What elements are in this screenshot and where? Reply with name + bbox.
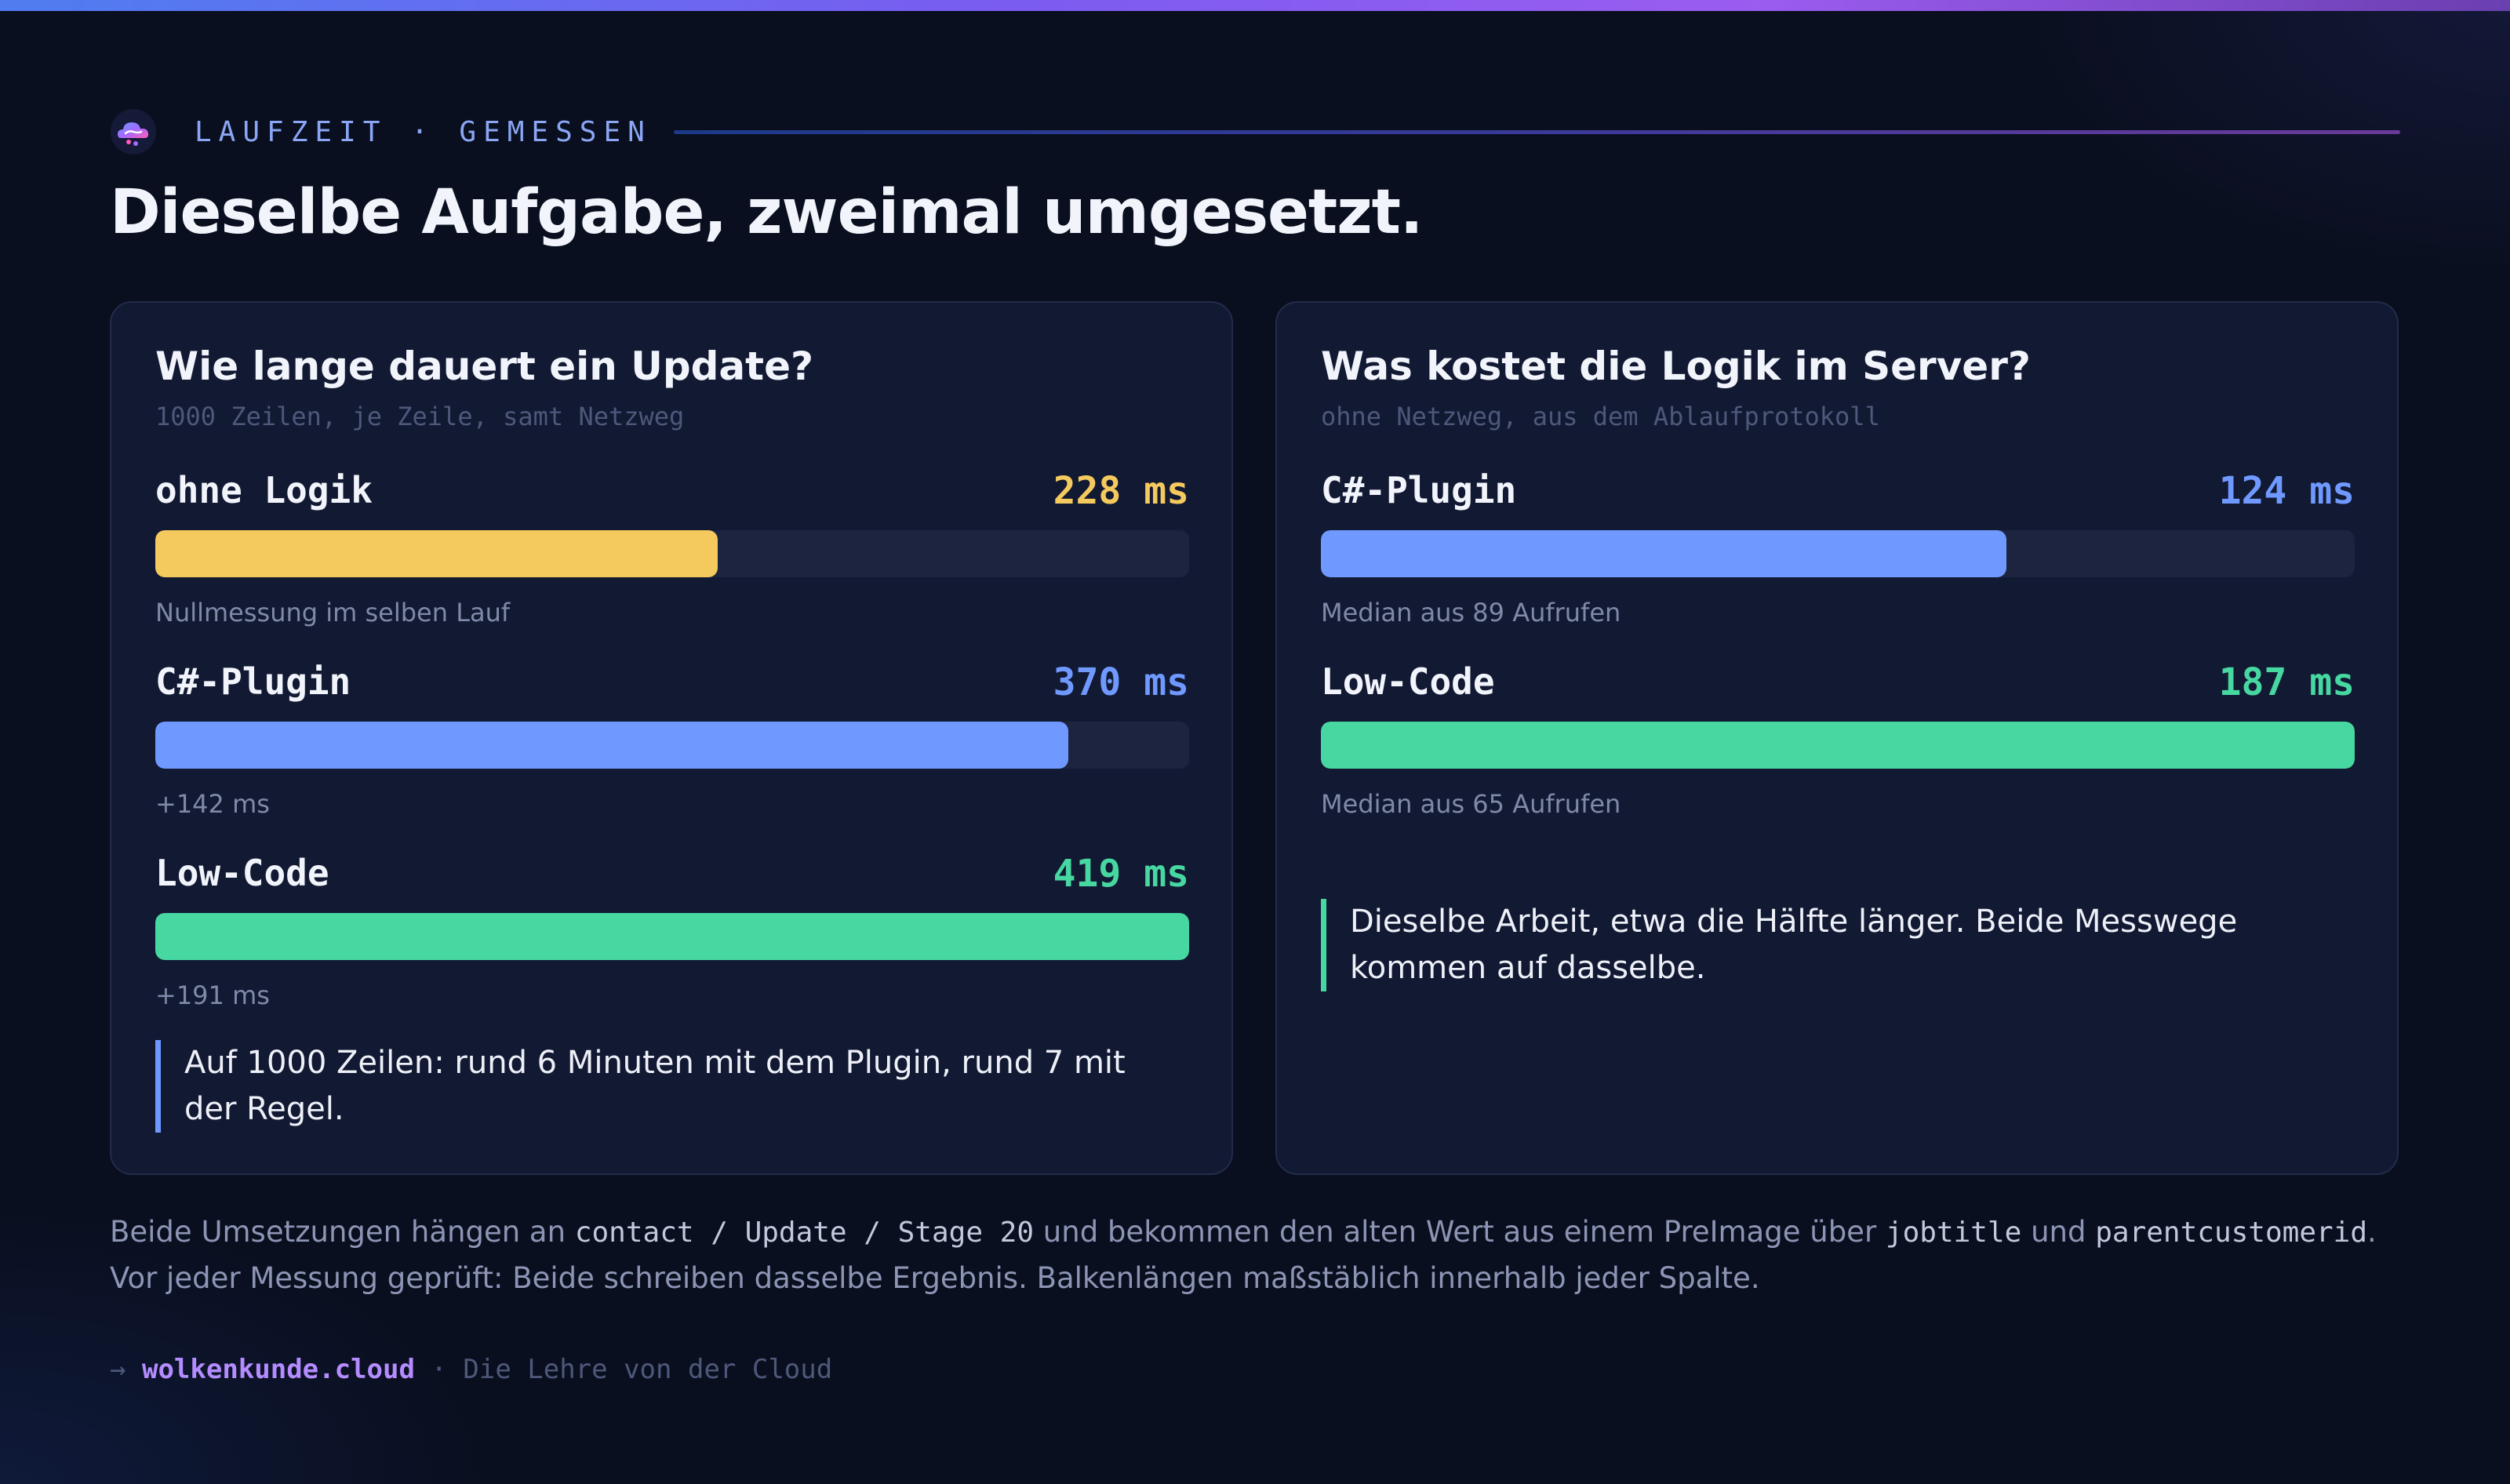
bar-label: Low-Code (155, 852, 329, 894)
bar-lowcode (1321, 722, 2355, 769)
eyebrow: LAUFZEIT · GEMESSEN (110, 108, 2400, 155)
bar-track (1321, 722, 2355, 769)
footnote-text: . (2367, 1215, 2377, 1249)
bar-label: ohne Logik (155, 469, 373, 511)
bar-note: Nullmessung im selben Lauf (155, 598, 511, 627)
bar-value-label: 370 ms (1053, 660, 1189, 704)
bar-note: Median aus 65 Aufrufen (1321, 789, 1621, 819)
chart-subtitle: ohne Netzweg, aus dem Ablaufprotokoll (1321, 402, 1880, 431)
bar-plugin (155, 722, 1068, 769)
bar-note: +142 ms (155, 789, 270, 819)
footnote-code-field: jobtitle (1885, 1217, 2022, 1249)
bar-row-baseline: ohne Logik 228 ms Nullmessung im selben … (155, 469, 1189, 627)
bar-value-label: 419 ms (1053, 852, 1189, 896)
footnote-code-field: parentcustomerid (2095, 1217, 2368, 1249)
footnote-text: und (2021, 1215, 2096, 1249)
footnote-code-trigger: contact / Update / Stage 20 (574, 1217, 1035, 1249)
bar-track (155, 913, 1189, 960)
chart-callout: Auf 1000 Zeilen: rund 6 Minuten mit dem … (155, 1040, 1151, 1133)
footnote: Beide Umsetzungen hängen an contact / Up… (110, 1209, 2416, 1301)
bar-row-lowcode: Low-Code 419 ms +191 ms (155, 852, 1189, 1010)
footnote-text: und bekommen den alten Wert aus einem Pr… (1034, 1215, 1886, 1249)
brand-tagline: · Die Lehre von der Cloud (431, 1354, 833, 1385)
bar-baseline (155, 530, 718, 577)
chart-title: Wie lange dauert ein Update? (155, 344, 813, 389)
bar-row-lowcode: Low-Code 187 ms Median aus 65 Aufrufen (1321, 660, 2355, 819)
bar-note: Median aus 89 Aufrufen (1321, 598, 1621, 627)
bar-row-plugin: C#-Plugin 370 ms +142 ms (155, 660, 1189, 819)
bar-label: Low-Code (1321, 660, 1495, 703)
chart-subtitle: 1000 Zeilen, je Zeile, samt Netzweg (155, 402, 685, 431)
brand-footer: → wolkenkunde.cloud · Die Lehre von der … (110, 1354, 832, 1385)
chart-card-update-duration: Wie lange dauert ein Update? 1000 Zeilen… (110, 301, 1233, 1175)
chart-title: Was kostet die Logik im Server? (1321, 344, 2031, 389)
bar-label: C#-Plugin (1321, 469, 1517, 511)
bar-label: C#-Plugin (155, 660, 351, 703)
top-accent-bar (0, 0, 2510, 11)
chart-card-server-cost: Was kostet die Logik im Server? ohne Net… (1275, 301, 2399, 1175)
brand-link[interactable]: wolkenkunde.cloud (141, 1354, 415, 1385)
bar-row-plugin: C#-Plugin 124 ms Median aus 89 Aufrufen (1321, 469, 2355, 627)
bar-value-label: 187 ms (2218, 660, 2355, 704)
bar-note: +191 ms (155, 980, 270, 1010)
cloud-logo-icon (111, 109, 156, 155)
bar-track (155, 530, 1189, 577)
bar-value-label: 228 ms (1053, 469, 1189, 513)
arrow-right-icon: → (110, 1354, 126, 1385)
bar-track (155, 722, 1189, 769)
bar-value-label: 124 ms (2218, 469, 2355, 513)
eyebrow-divider (673, 129, 2400, 134)
eyebrow-label: LAUFZEIT · GEMESSEN (195, 115, 652, 148)
chart-callout: Dieselbe Arbeit, etwa die Hälfte länger.… (1321, 899, 2317, 991)
page-title: Dieselbe Aufgabe, zweimal umgesetzt. (110, 177, 1424, 248)
footnote-line-2: Vor jeder Messung geprüft: Beide schreib… (110, 1261, 1760, 1295)
bar-lowcode (155, 913, 1189, 960)
footnote-text: Beide Umsetzungen hängen an (110, 1215, 575, 1249)
bar-track (1321, 530, 2355, 577)
bar-plugin (1321, 530, 2006, 577)
